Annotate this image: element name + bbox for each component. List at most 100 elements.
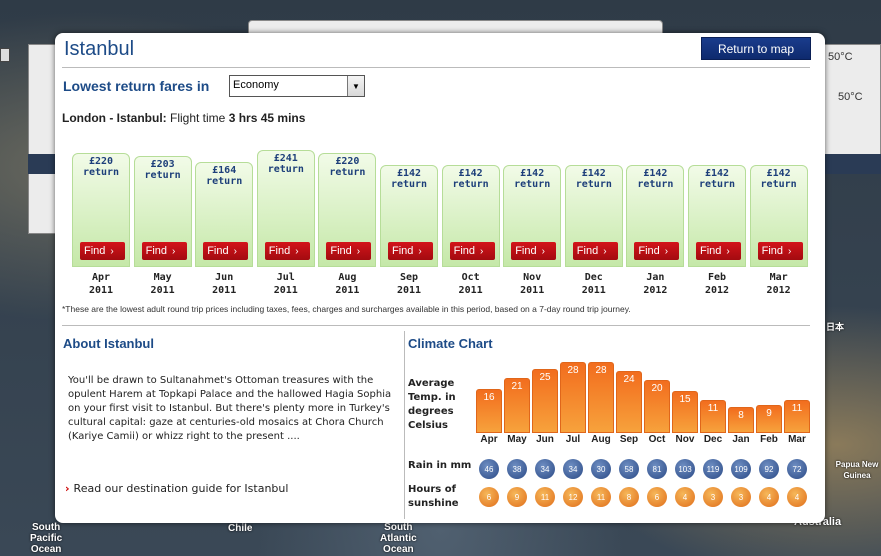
fare-bar: £142 return Find › <box>380 165 438 267</box>
find-fare-button[interactable]: Find › <box>449 242 495 260</box>
fare-month-label: Dec 2011 <box>565 271 623 297</box>
chevron-right-icon: › <box>233 245 237 257</box>
cabin-class-select[interactable]: Economy ▼ <box>229 75 365 97</box>
temperature-bar: 24 <box>616 371 642 433</box>
temperature-bar: 28 <box>560 362 586 433</box>
sunshine-value: 4 <box>787 487 807 507</box>
cabin-class-value: Economy <box>233 79 279 91</box>
temperature-bar: 28 <box>588 362 614 433</box>
temperature-bar: 11 <box>784 400 810 433</box>
find-fare-button-label: Find <box>515 245 537 257</box>
sunshine-value: 3 <box>731 487 751 507</box>
destination-title: Istanbul <box>64 38 135 60</box>
map-pan-left-button[interactable] <box>0 48 10 62</box>
climate-month-label: Apr <box>480 434 498 445</box>
chevron-right-icon: › <box>356 245 361 257</box>
temperature-bar: 15 <box>672 391 698 433</box>
about-text: You'll be drawn to Sultanahmet's Ottoman… <box>68 375 392 442</box>
fare-month: Dec <box>584 272 603 283</box>
rain-value: 109 <box>731 459 751 479</box>
fare-price: £203 <box>150 158 175 170</box>
fare-year: 2012 <box>704 285 730 296</box>
fare-price: £142 <box>766 168 791 180</box>
fare-month-label: Apr 2011 <box>72 271 130 297</box>
find-fare-button[interactable]: Find › <box>80 242 125 260</box>
sunshine-value: 9 <box>507 487 527 507</box>
temperature-bar: 11 <box>700 400 726 433</box>
temperature-value: 21 <box>511 380 523 392</box>
fare-year: 2011 <box>212 285 237 296</box>
sunshine-value: 12 <box>563 487 583 507</box>
chevron-right-icon: › <box>295 245 299 257</box>
fare-month-label: Oct 2011 <box>442 271 500 297</box>
sunshine-value: 6 <box>479 487 499 507</box>
chevron-right-icon: › <box>788 245 792 257</box>
fare-price: £164 <box>212 164 237 176</box>
climate-month-label: May <box>507 434 527 445</box>
fare-return-label: return <box>390 179 428 191</box>
fare-return-label: return <box>144 169 181 181</box>
find-fare-button-label: Find <box>392 245 414 257</box>
map-right-panel-strip <box>823 154 881 174</box>
find-fare-button[interactable]: Find › <box>757 242 803 260</box>
chevron-right-icon: › <box>65 482 70 495</box>
temperature-value: 11 <box>707 403 719 415</box>
temperature-value: 8 <box>738 410 744 421</box>
fare-month: Jan <box>646 272 665 283</box>
temperature-value: 20 <box>651 383 663 394</box>
temperature-value: 28 <box>595 365 607 376</box>
rain-value: 58 <box>619 459 639 479</box>
fare-year: 2012 <box>643 285 668 296</box>
find-fare-button[interactable]: Find › <box>141 242 187 260</box>
chevron-down-icon[interactable]: ▼ <box>347 76 364 96</box>
sunshine-value: 11 <box>591 487 611 507</box>
rain-value: 46 <box>479 459 499 479</box>
rain-value: 38 <box>507 459 527 479</box>
find-fare-button[interactable]: Find › <box>572 242 618 260</box>
return-to-map-button[interactable]: Return to map <box>701 37 811 60</box>
fare-bar: £241 return Find › <box>256 150 315 267</box>
fare-column: £241 return Find › Jul 2011 <box>256 147 315 297</box>
fare-price: £220 <box>88 156 114 168</box>
fare-month-label: Sep 2011 <box>380 271 438 297</box>
fare-month-label: Jan 2012 <box>626 271 684 297</box>
map-label-south-pacific: South Pacific Ocean <box>30 522 63 555</box>
fare-bar: £142 return Find › <box>564 165 623 267</box>
fare-price: £241 <box>273 153 298 164</box>
destination-guide-link[interactable]: › Read our destination guide for Istanbul <box>65 482 288 495</box>
find-fare-button[interactable]: Find › <box>634 242 680 260</box>
map-temp-low: 50°C <box>838 91 863 103</box>
temperature-value: 11 <box>791 403 803 415</box>
find-fare-button-label: Find <box>700 245 722 257</box>
fare-year: 2011 <box>581 285 606 296</box>
find-fare-button-label: Find <box>638 245 660 257</box>
fare-month-label: Mar 2012 <box>750 271 808 297</box>
climate-month-label: Oct <box>648 434 666 445</box>
fare-bar: £142 return Find › <box>441 165 500 267</box>
map-left-panel[interactable] <box>28 44 58 234</box>
rain-value: 92 <box>759 459 779 479</box>
fare-month: Jul <box>276 272 295 283</box>
fare-disclaimer: *These are the lowest adult round trip p… <box>62 304 631 314</box>
find-fare-button-label: Find <box>207 245 229 257</box>
find-fare-button[interactable]: Find › <box>326 242 372 260</box>
fare-bar: £142 return Find › <box>749 165 808 267</box>
climate-temp-label: Average Temp. in degrees Celsius <box>408 378 456 431</box>
temperature-bar: 16 <box>476 389 502 433</box>
find-fare-button[interactable]: Find › <box>388 242 433 260</box>
chevron-right-icon: › <box>603 245 607 257</box>
fare-month-label: Jun 2011 <box>195 271 253 297</box>
find-fare-button[interactable]: Find › <box>264 242 310 260</box>
rain-value: 34 <box>563 459 583 479</box>
find-fare-button[interactable]: Find › <box>696 242 741 260</box>
chevron-right-icon: › <box>480 245 484 257</box>
fare-price: £220 <box>335 156 360 168</box>
fare-year: 2011 <box>396 285 422 296</box>
temperature-bar: 21 <box>504 377 530 433</box>
find-fare-button[interactable]: Find › <box>511 242 557 260</box>
climate-heading: Climate Chart <box>408 336 493 351</box>
climate-month-label: Mar <box>788 434 806 445</box>
climate-month-label: Jan <box>732 434 750 445</box>
find-fare-button[interactable]: Find › <box>203 242 249 260</box>
temperature-value: 9 <box>766 407 772 419</box>
